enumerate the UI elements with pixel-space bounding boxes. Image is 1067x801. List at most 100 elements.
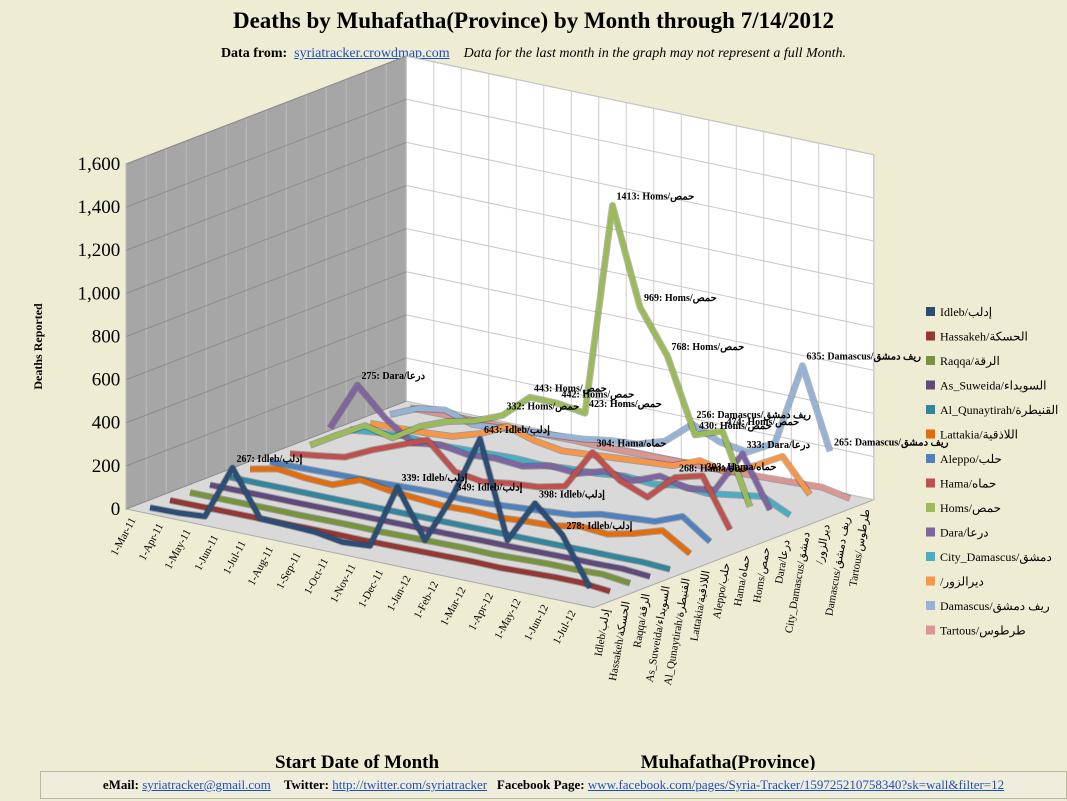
z-tick-label: /ديرالزور	[814, 523, 833, 565]
legend-swatch	[926, 405, 935, 414]
legend-swatch	[926, 625, 935, 635]
legend-swatch	[926, 552, 935, 561]
x-tick-label: 1-Jun-12	[522, 603, 551, 643]
series-line	[249, 466, 692, 556]
grid-line	[406, 271, 874, 371]
y-tick-label: 1,000	[78, 283, 121, 304]
data-label: 256: Damascus/ريف دمشق	[697, 410, 812, 421]
grid-line	[406, 141, 874, 242]
z-tick-label: Raqqa/الرقة	[631, 593, 652, 649]
legend-label: Tartous/طرطوس	[940, 624, 1026, 638]
grid-line	[126, 228, 407, 337]
legend-swatch	[926, 601, 935, 610]
series-line	[169, 497, 611, 594]
x-tick-label: 1-Dec-11	[356, 568, 386, 610]
note: Data for the last month in the graph may…	[463, 46, 847, 61]
z-axis-title: Muhafatha(Province)	[641, 752, 816, 770]
x-tick-label: 1-Apr-11	[137, 521, 167, 562]
data-label: 398: Idleb/إدلب	[539, 489, 605, 500]
facebook-label: Facebook Page:	[496, 777, 585, 792]
grid-line	[126, 314, 407, 424]
data-label: 333: Dara/درعا	[747, 440, 811, 451]
data-label: 303: Hama/حماه	[707, 462, 777, 473]
x-tick-label: 1-Jul-11	[221, 539, 249, 577]
legend-swatch	[926, 503, 935, 512]
data-label: 430: Homs/حمص	[699, 421, 772, 432]
data-label: 474: Homs/حمص	[727, 417, 800, 428]
source-label: Data from:	[220, 46, 288, 61]
grid-line	[126, 55, 407, 165]
grid-line	[126, 185, 407, 294]
grid-line	[126, 357, 407, 467]
data-label: 442: Homs/حمص	[562, 389, 635, 400]
y-tick-label: 1,200	[78, 240, 121, 261]
legend-label: Al_Qunaytirah/القنيطرة	[940, 403, 1058, 417]
x-tick-label: 1-Feb-12	[412, 579, 442, 620]
legend-label: City_Damascus/دمشق	[940, 550, 1052, 564]
grid-line	[126, 141, 407, 251]
facebook-link[interactable]: www.facebook.com/pages/Syria-Tracker/159…	[587, 777, 1005, 792]
x-tick-label: 1-Nov-11	[328, 562, 358, 605]
x-tick-label: 1-Jul-12	[551, 608, 579, 646]
legend-label: Raqqa/الرقة	[940, 354, 1000, 368]
legend-label: Dara/درعا	[940, 526, 989, 540]
grid-line	[406, 55, 874, 156]
x-axis-title: Start Date of Month	[275, 752, 440, 770]
grid-line	[126, 400, 407, 510]
x-tick-label: 1-May-12	[492, 597, 523, 641]
series-line	[269, 459, 712, 544]
y-tick-label: 0	[111, 499, 121, 520]
grid-line	[126, 271, 407, 381]
y-tick-label: 400	[92, 413, 121, 434]
y-tick-label: 800	[92, 326, 121, 347]
data-label: 643: Idleb/إدلب	[484, 425, 550, 436]
legend-swatch	[926, 576, 935, 586]
twitter-label: Twitter:	[283, 777, 330, 792]
data-label: 635: Damascus/ريف دمشق	[807, 352, 922, 363]
data-label: 268: Hama/حماه	[679, 464, 749, 475]
z-tick-label: Homs/حمص	[751, 547, 773, 604]
legend-swatch	[926, 527, 935, 537]
data-label: 969: Homs/حمص	[644, 293, 717, 304]
y-tick-label: 600	[92, 370, 121, 391]
x-tick-label: 1-Apr-12	[466, 591, 496, 633]
legend-swatch	[926, 380, 935, 390]
data-label: 304: Hama/حماه	[597, 438, 667, 449]
data-label: 423: Homs/حمص	[589, 399, 662, 410]
x-tick-label: 1-Sep-11	[274, 550, 303, 591]
twitter-link[interactable]: http://twitter.com/syriatracker	[332, 777, 488, 792]
legend-swatch	[926, 331, 935, 341]
legend-label: Damascus/ريف دمشق	[940, 599, 1050, 613]
legend-label: Hama/حماه	[940, 477, 996, 491]
legend-swatch	[926, 454, 935, 463]
grid-line	[406, 228, 874, 328]
data-label: 275: Dara/درعا	[362, 371, 426, 382]
email-link[interactable]: syriatracker@gmail.com	[142, 777, 271, 792]
x-tick-label: 1-Jun-11	[192, 533, 221, 573]
z-tick-label: Idleb/إدلب	[593, 608, 613, 657]
grid-line	[406, 314, 874, 414]
x-tick-label: 1-Mar-11	[109, 516, 139, 558]
data-label: 332: Homs/حمص	[507, 401, 580, 412]
legend-label: /ديرالزور	[940, 575, 984, 589]
z-tick-label: Aleppo/حلب	[711, 562, 733, 620]
legend-label: Idleb/إدلب	[940, 305, 992, 320]
series-line	[309, 203, 753, 508]
x-tick-label: 1-Aug-11	[246, 545, 276, 588]
legend-swatch	[926, 307, 935, 316]
chart: 0 200 400 600 800 1,000 1,200 1,400 1,600 Deaths …	[31, 55, 1058, 770]
z-tick-label: Hama/حماه	[732, 554, 753, 607]
series-line	[149, 436, 593, 590]
x-tick-label: 1-Jan-12	[385, 574, 414, 614]
x-tick-label: 1-Oct-11	[302, 556, 331, 596]
y-tick-label: 1,400	[78, 197, 121, 218]
y-axis-title: Deaths Reported	[31, 303, 45, 390]
legend-label: Homs/حمص	[940, 501, 1001, 515]
grid-line	[406, 98, 874, 199]
data-label: 443: Homs/حمص	[534, 383, 607, 394]
y-tick-label: 1,600	[78, 154, 121, 175]
series-line	[189, 490, 631, 586]
series-line	[409, 405, 851, 501]
data-label: 768: Homs/حمص	[672, 342, 745, 353]
